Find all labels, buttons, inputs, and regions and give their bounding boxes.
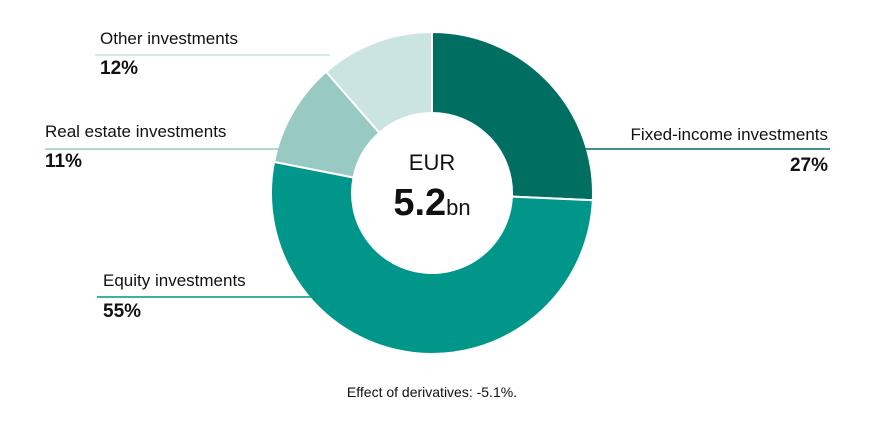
center-number: 5.2 xyxy=(393,182,446,224)
center-unit: bn xyxy=(446,195,470,220)
center-value: 5.2bn xyxy=(393,182,470,224)
slice-name: Real estate investments xyxy=(45,122,226,141)
slice-value-label: 12% xyxy=(100,58,138,79)
donut-slice xyxy=(324,30,433,135)
slice-name: Fixed-income investments xyxy=(631,125,828,144)
note: Effect of derivatives: -5.1%. xyxy=(347,384,517,400)
slice-name: Other investments xyxy=(100,29,238,48)
slice-value-label: 27% xyxy=(790,155,828,176)
slice-value-label: 55% xyxy=(103,301,141,322)
donut-slice xyxy=(431,30,594,202)
center-label: EUR xyxy=(409,150,455,175)
slice-name: Equity investments xyxy=(103,271,246,290)
slice-value-label: 11% xyxy=(45,151,82,172)
donut: Fixed-income investments 27% Equity invest… xyxy=(45,29,830,355)
donut-slice xyxy=(270,160,594,355)
